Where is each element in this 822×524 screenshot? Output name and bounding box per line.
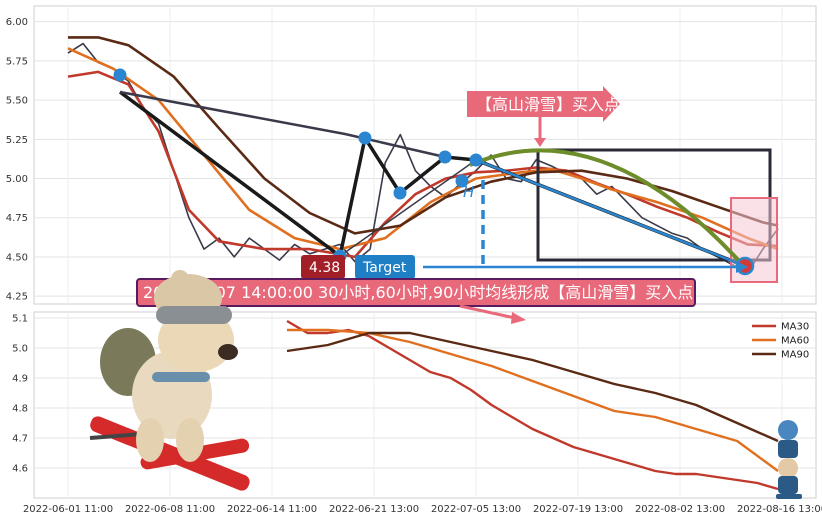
h-marker: H xyxy=(463,183,474,201)
signal-banner-bg xyxy=(136,278,696,307)
dog-nose xyxy=(218,344,238,360)
pivot-point xyxy=(469,153,483,167)
price-y-tick-label: 5.00 xyxy=(6,174,28,185)
dog-leg-right xyxy=(176,418,204,462)
x-axis: 2022-06-01 11:00 2022-06-08 11:00 2022-06-… xyxy=(23,504,822,515)
dog-leg-left xyxy=(136,418,164,462)
pivot-point xyxy=(455,174,469,188)
legend-label-ma30: MA30 xyxy=(781,322,809,333)
mini-skier-stack xyxy=(776,420,802,499)
ma-y-tick-label: 5.0 xyxy=(12,344,28,355)
signal-pointer xyxy=(459,304,516,320)
ski-slope-curve xyxy=(469,148,742,264)
skiing-dog-illustration xyxy=(89,270,250,491)
ma-series xyxy=(286,319,779,491)
mini-skier-head xyxy=(778,458,798,478)
ma-line-ma60 xyxy=(67,47,779,251)
resistance-line xyxy=(119,90,446,159)
ma-y-axis: 5.1 5.0 4.9 4.8 4.7 4.6 xyxy=(12,314,28,475)
price-line xyxy=(67,42,779,274)
ma-y-tick-label: 4.6 xyxy=(12,464,28,475)
x-tick-label: 2022-06-21 13:00 xyxy=(329,504,419,515)
x-tick-label: 2022-08-02 13:00 xyxy=(635,504,725,515)
ma-y-tick-label: 4.7 xyxy=(12,434,28,445)
price-panel-frame xyxy=(33,5,817,305)
mini-skier-ski xyxy=(776,494,802,499)
callout-label: 【高山滑雪】买入点 xyxy=(476,95,620,114)
mini-skier-head xyxy=(778,420,798,440)
price-y-tick-label: 5.50 xyxy=(6,96,28,107)
trend-line xyxy=(475,158,746,268)
ma-y-tick-label: 4.8 xyxy=(12,404,28,415)
ma-line-ma30 xyxy=(286,319,779,491)
target-badge-bg xyxy=(355,255,415,279)
price-badge-text: 4.38 xyxy=(309,260,340,276)
beanie-pompom xyxy=(171,270,189,288)
mini-skier-body xyxy=(778,440,798,458)
ma-y-tick-label: 4.9 xyxy=(12,374,28,385)
pivot-point xyxy=(438,150,452,164)
price-y-tick-label: 5.25 xyxy=(6,135,28,146)
price-panel: 6.00 5.75 5.50 5.25 5.00 4.75 4.50 4.25 H xyxy=(6,5,817,305)
pivot-point xyxy=(113,68,127,82)
x-tick-label: 2022-06-08 11:00 xyxy=(125,504,215,515)
x-tick-label: 2022-06-14 11:00 xyxy=(227,504,317,515)
mini-skier-body xyxy=(778,476,798,494)
ma-line-ma30 xyxy=(67,70,779,259)
price-y-axis: 6.00 5.75 5.50 5.25 5.00 4.75 4.50 4.25 xyxy=(6,17,28,302)
pivot-point xyxy=(393,186,407,200)
signal-banner: 2022-07-07 14:00:00 30小时,60小时,90小时均线形成【高… xyxy=(136,278,696,324)
price-series xyxy=(67,36,779,274)
callout-arrow-shape xyxy=(467,86,620,122)
pivot-point xyxy=(358,131,372,145)
scarf xyxy=(152,372,210,382)
buy-point-callout: 【高山滑雪】买入点 xyxy=(467,86,620,147)
target-badge: Target xyxy=(355,255,748,279)
legend-label-ma60: MA60 xyxy=(781,336,809,347)
price-y-tick-label: 4.50 xyxy=(6,252,28,263)
price-y-tick-label: 4.25 xyxy=(6,292,28,303)
x-tick-label: 2022-07-05 13:00 xyxy=(431,504,521,515)
price-badge-bg xyxy=(301,255,345,279)
goggles xyxy=(156,306,232,324)
x-tick-label: 2022-08-16 13:00 xyxy=(737,504,822,515)
signal-pointer-head xyxy=(511,312,526,324)
callout-pointer-head xyxy=(534,138,546,147)
x-tick-label: 2022-06-01 11:00 xyxy=(23,504,113,515)
legend: MA30 MA60 MA90 xyxy=(752,322,809,361)
price-y-tick-label: 6.00 xyxy=(6,17,28,28)
ma-y-tick-label: 5.1 xyxy=(12,314,28,325)
signal-text: 2022-07-07 14:00:00 30小时,60小时,90小时均线形成【高… xyxy=(143,283,693,302)
target-badge-text: Target xyxy=(362,260,407,276)
legend-label-ma90: MA90 xyxy=(781,350,809,361)
ma-line-ma90 xyxy=(286,331,779,443)
support-line xyxy=(339,159,477,257)
x-tick-label: 2022-07-19 13:00 xyxy=(533,504,623,515)
ma-line-ma90 xyxy=(68,36,779,235)
price-badge: 4.38 xyxy=(301,255,345,279)
target-arrow-head xyxy=(736,261,748,273)
price-y-tick-label: 4.75 xyxy=(6,213,28,224)
price-y-tick-label: 5.75 xyxy=(6,56,28,67)
